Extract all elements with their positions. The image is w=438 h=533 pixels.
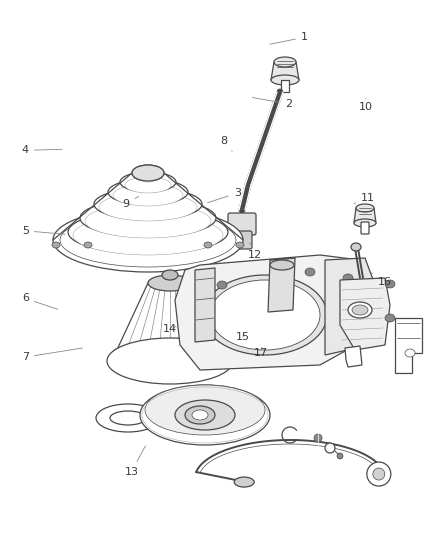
Text: 12: 12 [248,243,262,260]
Ellipse shape [132,165,164,181]
Ellipse shape [108,179,188,205]
Ellipse shape [113,184,183,206]
Text: 9: 9 [123,197,138,208]
Ellipse shape [175,400,235,430]
Ellipse shape [348,302,372,318]
Text: 5: 5 [22,226,65,236]
Ellipse shape [373,468,385,480]
Ellipse shape [60,213,236,267]
Ellipse shape [270,260,294,270]
Polygon shape [281,80,289,92]
Ellipse shape [305,268,315,276]
Polygon shape [340,278,390,350]
FancyBboxPatch shape [228,213,256,235]
Text: 14: 14 [163,325,177,334]
Ellipse shape [94,188,202,220]
Ellipse shape [236,242,244,248]
Text: 17: 17 [254,348,268,358]
Ellipse shape [345,316,355,324]
Ellipse shape [337,453,343,459]
Ellipse shape [115,337,225,371]
Ellipse shape [120,172,176,192]
Ellipse shape [234,477,254,487]
Polygon shape [354,208,376,223]
Ellipse shape [356,204,374,212]
Text: 10: 10 [359,99,373,111]
Text: 13: 13 [124,446,145,477]
Ellipse shape [80,199,216,237]
Ellipse shape [140,385,270,445]
Ellipse shape [210,280,320,350]
Ellipse shape [385,314,395,322]
Polygon shape [175,255,375,370]
Ellipse shape [192,410,208,420]
Ellipse shape [271,75,299,85]
Ellipse shape [68,210,228,254]
Text: 7: 7 [22,348,83,362]
Text: 3: 3 [208,188,241,203]
Text: 2: 2 [252,98,292,109]
Polygon shape [325,258,375,355]
Ellipse shape [145,385,265,435]
Ellipse shape [385,280,395,288]
Ellipse shape [354,219,376,227]
Polygon shape [268,258,295,312]
FancyBboxPatch shape [361,222,369,234]
Text: 8: 8 [221,136,232,151]
Ellipse shape [162,270,178,280]
Ellipse shape [125,177,171,193]
Ellipse shape [343,274,353,282]
Ellipse shape [314,434,322,442]
Polygon shape [195,268,215,342]
Polygon shape [345,346,362,367]
Polygon shape [271,62,299,80]
Text: 11: 11 [354,193,375,204]
Text: 6: 6 [22,294,58,309]
Ellipse shape [203,275,327,355]
Ellipse shape [132,165,164,181]
Ellipse shape [84,242,92,248]
Ellipse shape [217,281,227,289]
FancyBboxPatch shape [232,231,252,249]
Ellipse shape [185,406,215,424]
Text: 4: 4 [22,146,62,155]
Ellipse shape [85,204,211,238]
Text: 1: 1 [270,33,308,44]
Polygon shape [115,283,225,354]
Polygon shape [395,318,422,373]
Ellipse shape [137,170,159,182]
Ellipse shape [73,215,223,255]
Ellipse shape [110,411,146,425]
Ellipse shape [99,193,197,221]
Ellipse shape [352,305,368,315]
Ellipse shape [274,57,296,67]
Ellipse shape [204,242,212,248]
Ellipse shape [53,208,243,272]
Ellipse shape [325,443,335,453]
Ellipse shape [96,404,160,432]
Ellipse shape [52,242,60,248]
Ellipse shape [148,275,192,291]
Ellipse shape [405,349,415,357]
Ellipse shape [351,243,361,251]
Ellipse shape [110,338,230,378]
Text: 15: 15 [236,332,250,342]
Text: 16: 16 [371,273,392,287]
Ellipse shape [107,338,233,384]
Ellipse shape [367,462,391,486]
